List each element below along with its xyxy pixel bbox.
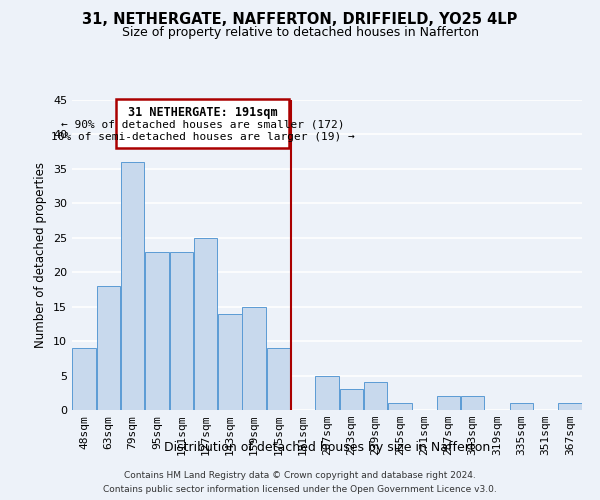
Bar [315, 376, 339, 410]
Bar [461, 396, 484, 410]
Text: Contains public sector information licensed under the Open Government Licence v3: Contains public sector information licen… [103, 484, 497, 494]
Bar [364, 382, 388, 410]
FancyBboxPatch shape [116, 98, 289, 148]
Bar [121, 162, 145, 410]
Y-axis label: Number of detached properties: Number of detached properties [34, 162, 47, 348]
Text: Size of property relative to detached houses in Nafferton: Size of property relative to detached ho… [121, 26, 479, 39]
Bar [194, 238, 217, 410]
Bar [97, 286, 120, 410]
Text: Distribution of detached houses by size in Nafferton: Distribution of detached houses by size … [164, 441, 490, 454]
Text: 10% of semi-detached houses are larger (19) →: 10% of semi-detached houses are larger (… [50, 132, 355, 142]
Bar [509, 403, 533, 410]
Bar [145, 252, 169, 410]
Text: 31, NETHERGATE, NAFFERTON, DRIFFIELD, YO25 4LP: 31, NETHERGATE, NAFFERTON, DRIFFIELD, YO… [82, 12, 518, 28]
Text: ← 90% of detached houses are smaller (172): ← 90% of detached houses are smaller (17… [61, 120, 344, 130]
Bar [340, 390, 363, 410]
Bar [218, 314, 242, 410]
Bar [266, 348, 290, 410]
Bar [437, 396, 460, 410]
Bar [558, 403, 581, 410]
Bar [73, 348, 96, 410]
Text: Contains HM Land Registry data © Crown copyright and database right 2024.: Contains HM Land Registry data © Crown c… [124, 472, 476, 480]
Bar [242, 306, 266, 410]
Bar [170, 252, 193, 410]
Text: 31 NETHERGATE: 191sqm: 31 NETHERGATE: 191sqm [128, 106, 277, 118]
Bar [388, 403, 412, 410]
